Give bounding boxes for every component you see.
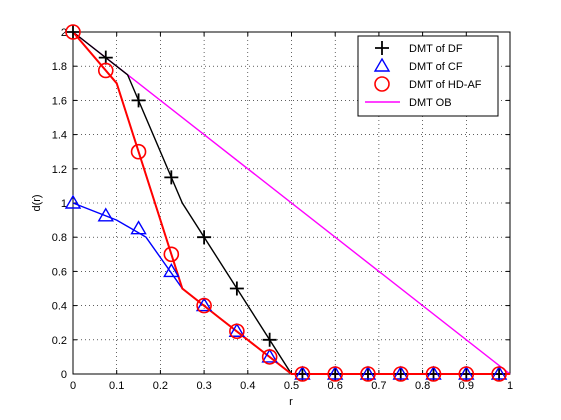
x-axis-label: r — [289, 396, 293, 408]
y-tick-label: 1.8 — [52, 61, 67, 73]
series-marker-2 — [425, 366, 442, 382]
series-marker-0 — [197, 230, 212, 245]
y-tick-label: 1 — [61, 198, 67, 210]
series-marker-0 — [262, 332, 277, 347]
series-marker-2 — [360, 366, 376, 382]
y-tick-label: 0.6 — [52, 266, 67, 278]
x-tick-label: 0.4 — [240, 380, 255, 392]
series-marker-1 — [294, 365, 311, 380]
legend-marker-2 — [374, 76, 390, 92]
series-marker-1 — [458, 365, 475, 380]
series-marker-2 — [392, 366, 409, 382]
series-marker-1 — [97, 207, 114, 222]
series-marker-1 — [392, 365, 409, 380]
series-marker-1 — [130, 220, 147, 235]
series-marker-1 — [163, 263, 180, 278]
series-marker-2 — [97, 62, 114, 79]
x-tick-label: 0.9 — [459, 380, 474, 392]
series-marker-0 — [164, 170, 179, 185]
series-marker-2 — [163, 246, 180, 263]
x-tick-label: 1 — [507, 380, 513, 392]
series-marker-2 — [65, 24, 81, 40]
series-marker-2 — [229, 323, 245, 340]
series-marker-1 — [228, 322, 246, 337]
series-marker-2 — [327, 366, 344, 382]
series-marker-0 — [229, 281, 244, 296]
series-marker-2 — [294, 366, 311, 382]
y-tick-label: 1.2 — [52, 164, 67, 176]
y-tick-label: 1.4 — [52, 130, 67, 142]
series-marker-1 — [64, 194, 82, 209]
x-tick-label: 0.2 — [153, 380, 168, 392]
legend-marker-1 — [373, 57, 391, 72]
legend-label-2: DMT of HD-AF — [409, 79, 482, 91]
legend-marker-0 — [375, 41, 389, 55]
series-marker-2 — [130, 143, 147, 160]
y-tick-label: 0.4 — [52, 301, 67, 313]
legend-label-1: DMT of CF — [409, 61, 463, 73]
series-marker-1 — [425, 365, 442, 380]
x-tick-label: 0.7 — [371, 380, 386, 392]
series-marker-1 — [359, 365, 377, 380]
series-marker-2 — [458, 366, 475, 382]
y-tick-label: 0.2 — [52, 335, 67, 347]
y-tick-label: 0 — [61, 369, 67, 381]
y-axis-label: d(r) — [31, 194, 43, 211]
axis-ticks: 0 0.1 0.2 0.3 0.4 0.5 0.6 0.7 0.8 0.9 1 0 0.2 0.4 0.6 0… — [52, 27, 513, 392]
series-line-3 — [72, 31, 511, 375]
x-tick-label: 0.8 — [415, 380, 430, 392]
x-tick-label: 0.6 — [328, 380, 343, 392]
y-tick-label: 1.6 — [52, 95, 67, 107]
legend-label-0: DMT of DF — [409, 43, 463, 55]
x-tick-label: 0.1 — [109, 380, 124, 392]
series-marker-0 — [131, 93, 146, 108]
series-marker-1 — [326, 365, 344, 380]
series-marker-1 — [261, 348, 278, 363]
x-tick-label: 0.3 — [196, 380, 211, 392]
series-marker-2 — [261, 349, 278, 365]
legend: DMT of DF DMT of CF DMT of HD-AF DMT OB — [357, 35, 499, 117]
series-marker-1 — [490, 365, 508, 380]
series-marker-1 — [195, 297, 213, 312]
series-marker-0 — [98, 50, 113, 65]
legend-label-3: DMT OB — [409, 97, 452, 109]
series-marker-2 — [491, 366, 507, 382]
series-marker-0 — [66, 25, 80, 39]
x-tick-label: 0.5 — [284, 380, 299, 392]
x-tick-label: 0 — [70, 380, 76, 392]
y-tick-label: 2 — [61, 27, 67, 39]
series-layer — [64, 24, 511, 382]
y-tick-label: 0.8 — [52, 232, 67, 244]
series-marker-2 — [196, 297, 212, 314]
